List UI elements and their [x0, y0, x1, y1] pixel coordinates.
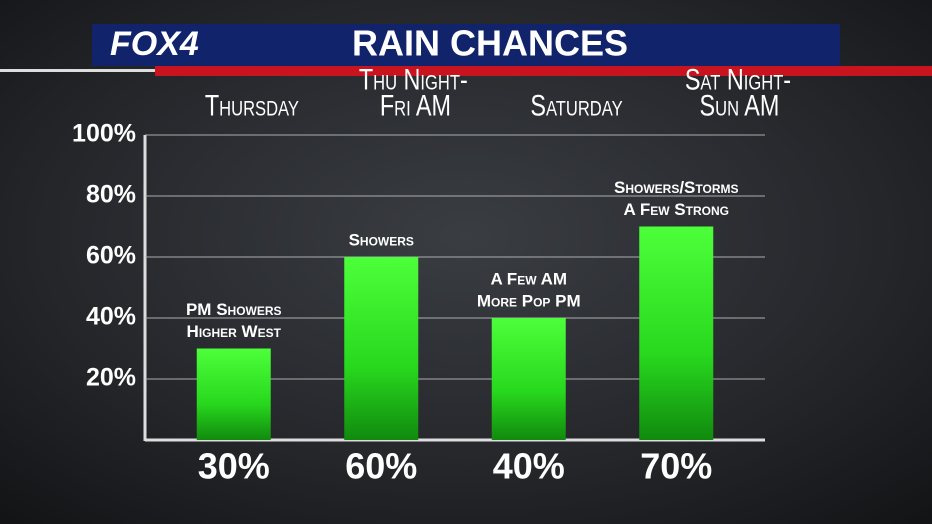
- x-category-label: Fri AM: [380, 89, 451, 122]
- bar-annotation: Showers/Storms: [614, 178, 739, 197]
- value-label: 40%: [493, 446, 565, 487]
- chart-title: RAIN CHANCES: [352, 23, 628, 64]
- bar-annotation: Showers: [349, 230, 414, 249]
- x-category-label: Sun AM: [700, 89, 780, 122]
- logo: FOX4: [110, 25, 199, 63]
- value-label: 70%: [640, 446, 712, 487]
- x-category-label: Sat Night-: [685, 63, 791, 96]
- value-label: 60%: [345, 446, 417, 487]
- y-tick-label: 80%: [86, 181, 136, 209]
- y-tick-label: 40%: [86, 303, 136, 331]
- x-category-label: Thursday: [205, 89, 299, 122]
- bar-annotation: PM Showers: [186, 300, 282, 319]
- y-tick-label: 60%: [86, 242, 136, 270]
- header-line: [0, 69, 160, 72]
- bar-annotation: A Few AM: [490, 269, 567, 288]
- bar: [639, 226, 714, 440]
- bar-annotation: A Few Strong: [624, 200, 729, 219]
- y-tick-label: 100%: [72, 120, 136, 148]
- bar: [344, 257, 419, 440]
- bar-annotation: More Pop PM: [477, 291, 581, 310]
- bar-annotation: Higher West: [187, 322, 282, 341]
- y-tick-label: 20%: [86, 364, 136, 392]
- bar: [491, 318, 566, 440]
- x-category-label: Saturday: [530, 89, 623, 122]
- value-label: 30%: [198, 446, 270, 487]
- x-category-label: Thu Night-: [359, 63, 468, 96]
- bar: [196, 348, 271, 440]
- header-blue-band: [92, 24, 840, 66]
- header-red-band: [155, 66, 932, 76]
